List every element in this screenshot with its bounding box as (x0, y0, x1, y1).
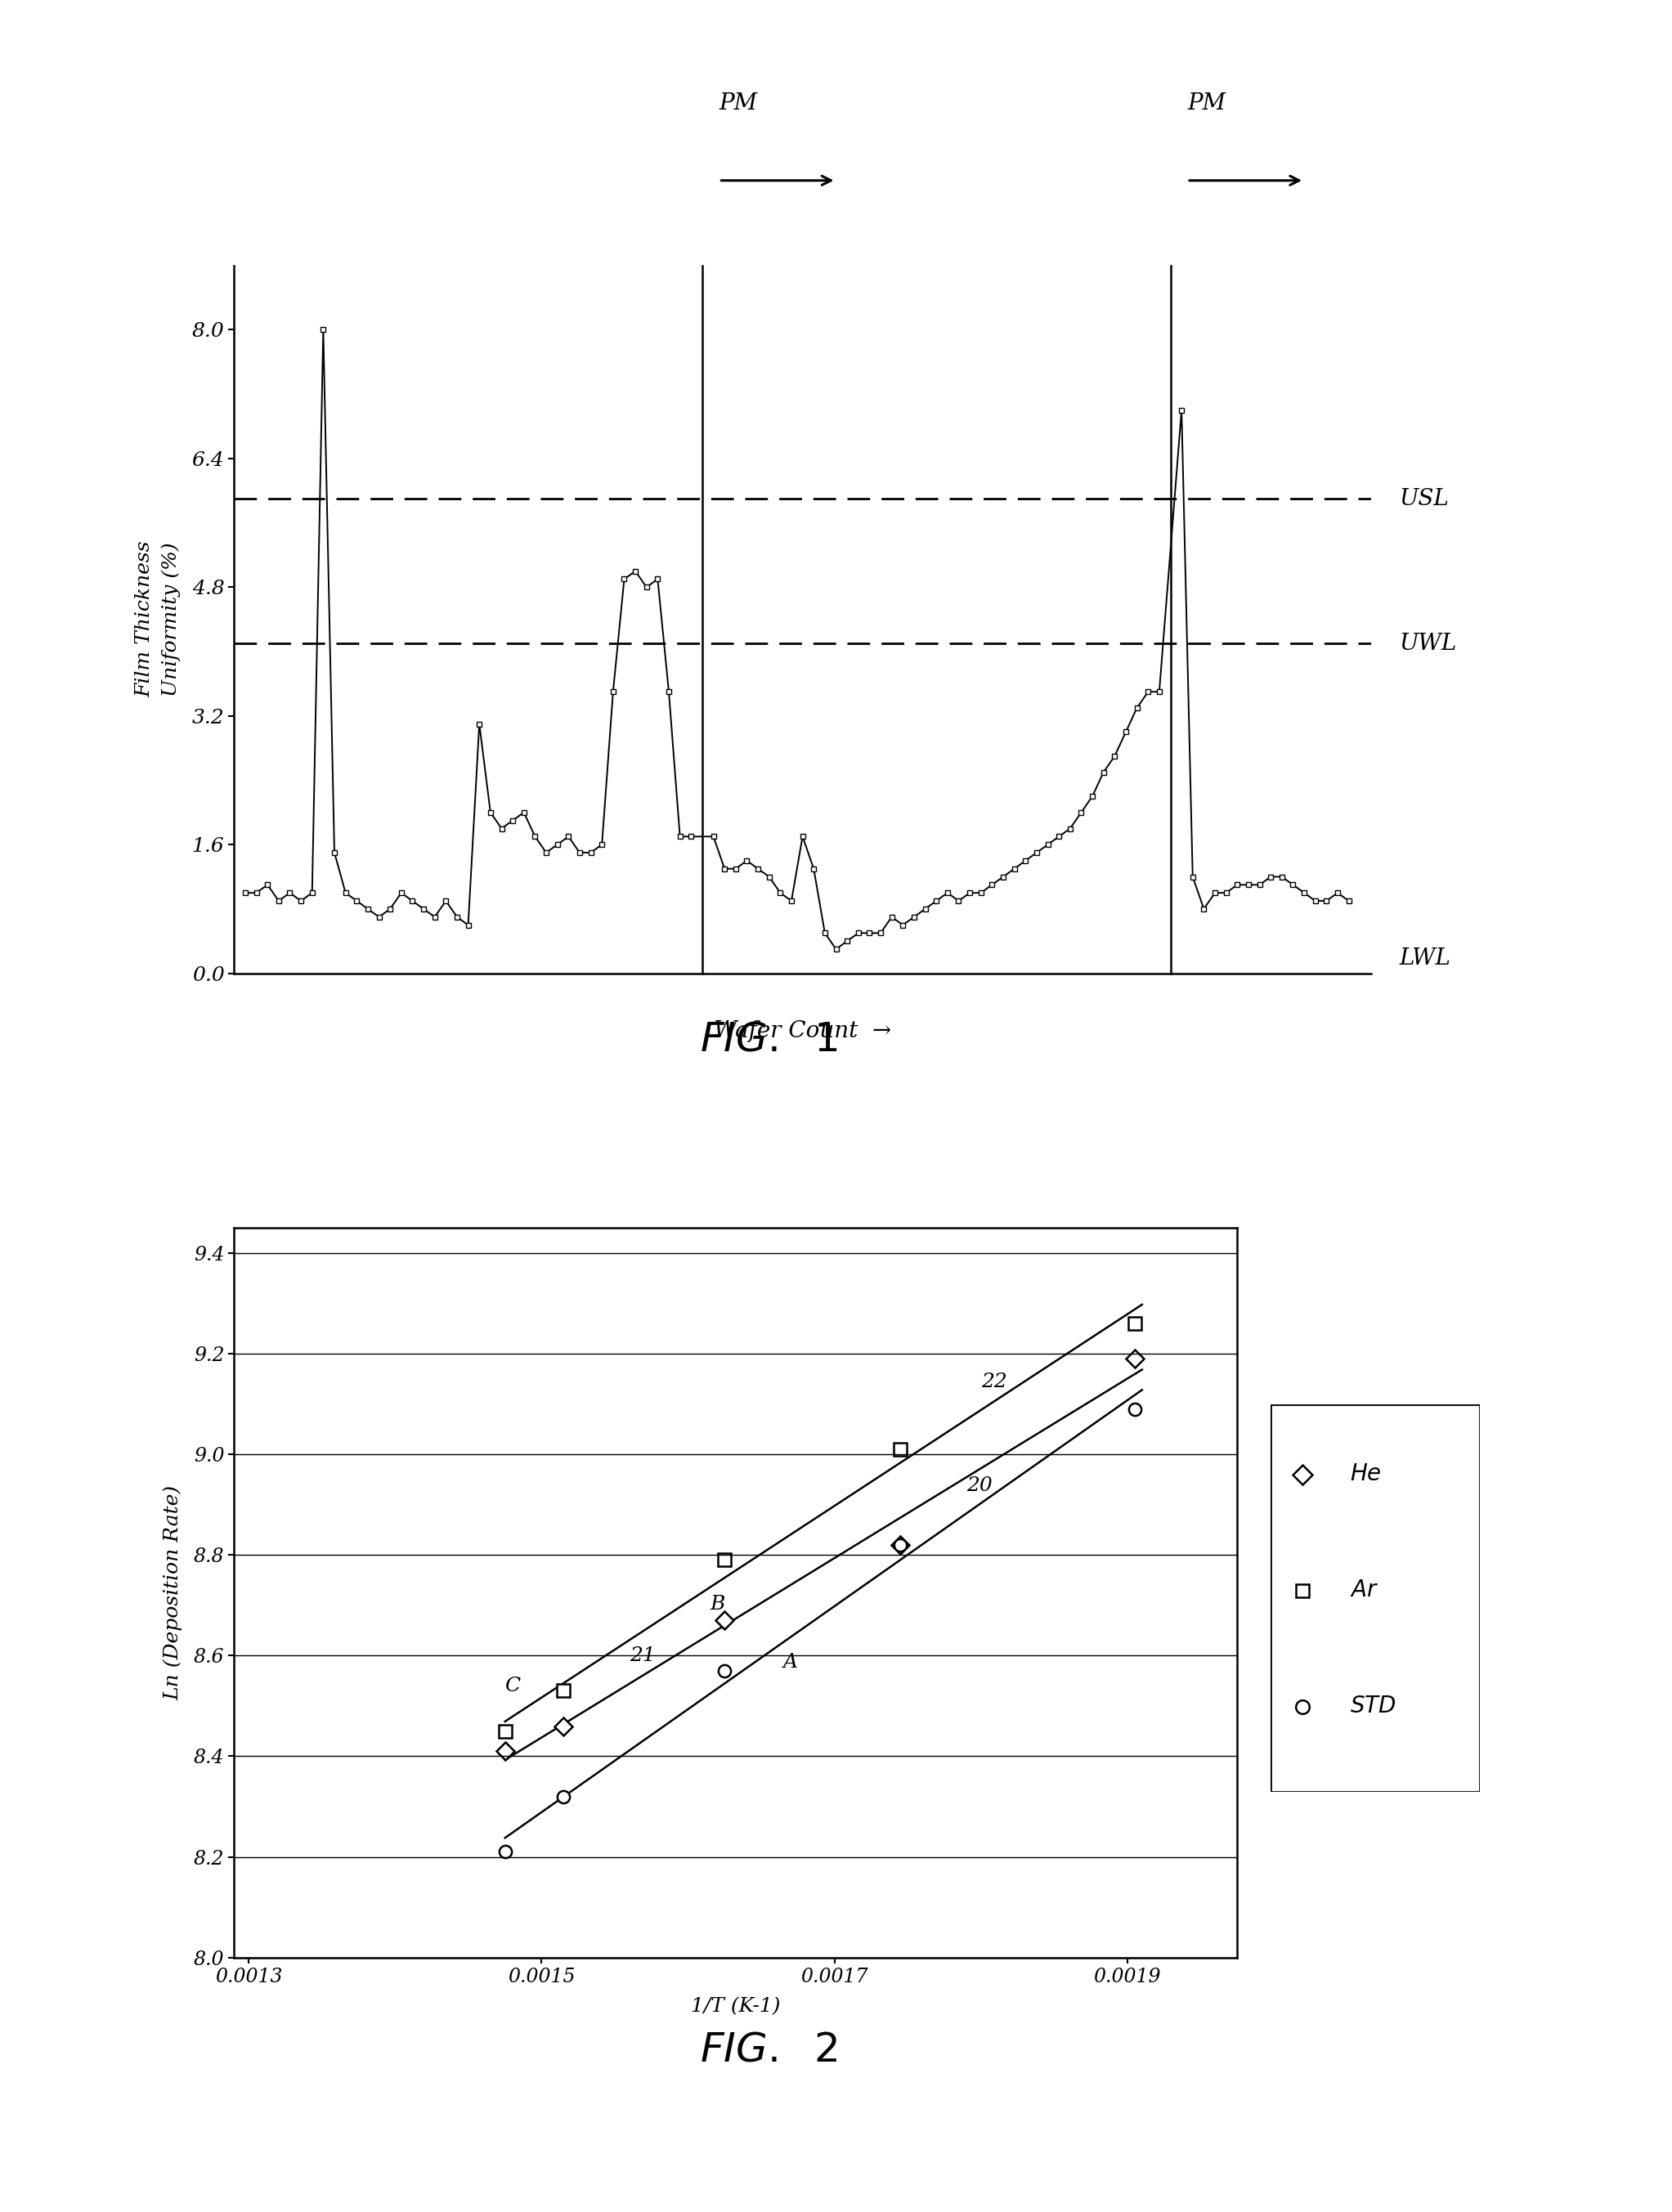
Text: C: C (505, 1677, 520, 1697)
Text: $STD$: $STD$ (1351, 1697, 1396, 1717)
Text: $FIG.$  $1$: $FIG.$ $1$ (701, 1020, 838, 1060)
Text: 20: 20 (966, 1475, 991, 1495)
Y-axis label: Ln (Deposition Rate): Ln (Deposition Rate) (164, 1484, 182, 1701)
Text: A: A (782, 1652, 798, 1672)
Text: PM: PM (719, 93, 757, 115)
Text: $He$: $He$ (1351, 1464, 1381, 1484)
Text: 21: 21 (629, 1646, 655, 1666)
Y-axis label: Film Thickness
Uniformity (%): Film Thickness Uniformity (%) (135, 542, 181, 697)
Text: B: B (711, 1595, 726, 1615)
Text: PM: PM (1187, 93, 1226, 115)
Text: 22: 22 (981, 1374, 1007, 1391)
Text: $Ar$: $Ar$ (1351, 1579, 1379, 1601)
Text: $FIG.$  $2$: $FIG.$ $2$ (701, 2031, 838, 2070)
X-axis label: 1/T (K-1): 1/T (K-1) (691, 1997, 781, 2015)
Text: USL: USL (1399, 487, 1448, 509)
Text: LWL: LWL (1399, 947, 1450, 969)
Text: Wafer Count  →: Wafer Count → (714, 1020, 891, 1042)
Text: UWL: UWL (1399, 633, 1456, 655)
